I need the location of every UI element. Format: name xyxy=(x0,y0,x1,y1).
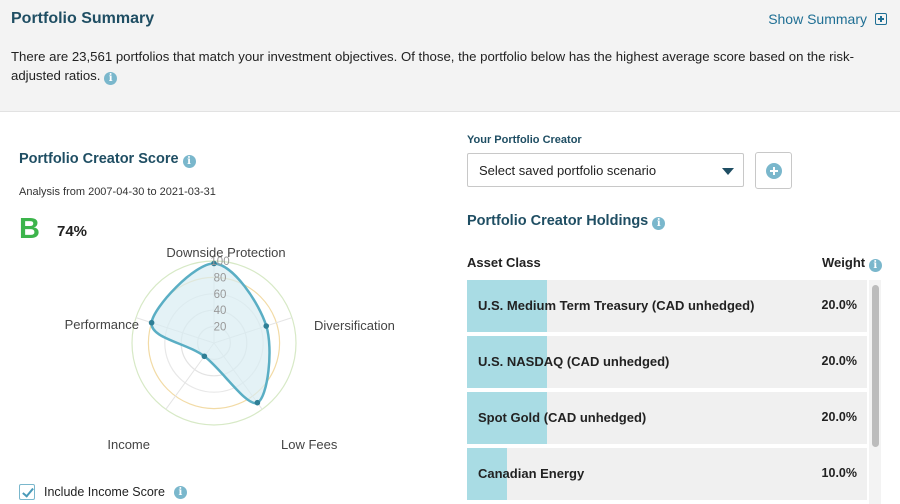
include-income-label: Include Income Score xyxy=(44,485,165,499)
radar-tick-label: 80 xyxy=(214,272,227,284)
weight-bar xyxy=(467,280,547,332)
include-income-option[interactable]: Include Income Score i xyxy=(19,484,187,500)
radar-data-point xyxy=(211,260,217,267)
analysis-period: Analysis from 2007-04-30 to 2021-03-31 xyxy=(19,186,216,198)
holding-weight: 20.0% xyxy=(821,410,857,424)
add-scenario-button[interactable] xyxy=(755,152,792,189)
asset-class-header: Asset Class xyxy=(467,255,541,270)
radar-data-point xyxy=(254,399,261,406)
holding-label: U.S. NASDAQ (CAD unhedged) xyxy=(478,354,670,369)
radar-axis-label: Diversification xyxy=(314,318,395,333)
holding-label: Spot Gold (CAD unhedged) xyxy=(478,410,647,425)
holdings-title-text: Portfolio Creator Holdings xyxy=(467,213,649,229)
radar-axis-label: Downside Protection xyxy=(166,245,285,260)
radar-axis-label: Income xyxy=(107,437,150,452)
score-grade: B xyxy=(19,213,40,245)
holding-label: U.S. Medium Term Treasury (CAD unhedged) xyxy=(478,298,755,313)
holding-weight: 20.0% xyxy=(821,354,857,368)
radar-tick-label: 20 xyxy=(214,322,227,334)
summary-text: There are 23,561 portfolios that match y… xyxy=(11,47,881,85)
holding-row: U.S. Medium Term Treasury (CAD unhedged)… xyxy=(467,280,867,332)
creator-score-title-text: Portfolio Creator Score xyxy=(19,151,179,167)
creator-score-title: Portfolio Creator Score i xyxy=(19,151,196,168)
info-icon[interactable]: i xyxy=(182,155,196,168)
weight-bar xyxy=(467,336,547,388)
portfolio-creator-label: Your Portfolio Creator xyxy=(467,134,582,146)
weight-bar xyxy=(467,448,507,500)
holdings-list: U.S. Medium Term Treasury (CAD unhedged)… xyxy=(467,280,867,504)
radar-axis-label: Performance xyxy=(65,317,139,332)
score-percent: 74% xyxy=(57,223,88,240)
show-summary-button[interactable]: Show Summary xyxy=(768,11,887,27)
radar-axis-label: Low Fees xyxy=(281,437,338,452)
scenario-select-value: Select saved portfolio scenario xyxy=(479,163,657,178)
radar-tick-label: 40 xyxy=(214,305,227,317)
caret-down-icon xyxy=(722,168,734,175)
holdings-title: Portfolio Creator Holdings i xyxy=(467,213,666,230)
info-icon[interactable]: i xyxy=(173,485,187,499)
info-icon[interactable]: i xyxy=(652,217,666,230)
radar-data-point xyxy=(201,353,208,360)
weight-bar xyxy=(467,392,547,444)
holding-row: Spot Gold (CAD unhedged) 20.0% xyxy=(467,392,867,444)
holding-label: Canadian Energy xyxy=(478,466,585,481)
plus-circle-icon xyxy=(766,163,782,179)
holding-weight: 20.0% xyxy=(821,298,857,312)
holding-weight: 10.0% xyxy=(821,466,857,480)
radar-data-point xyxy=(148,319,155,326)
summary-title: Portfolio Summary xyxy=(11,10,155,27)
weight-header-text: Weight xyxy=(822,255,866,270)
holding-row: Canadian Energy 10.0% xyxy=(467,448,867,500)
info-icon[interactable]: i xyxy=(104,72,118,85)
portfolio-summary-panel: Portfolio Summary Show Summary There are… xyxy=(0,0,900,112)
holding-row: U.S. NASDAQ (CAD unhedged) 20.0% xyxy=(467,336,867,388)
plus-box-icon xyxy=(875,13,887,25)
radar-data-point xyxy=(263,323,270,329)
radar-series-area xyxy=(150,262,271,405)
radar-tick-label: 100 xyxy=(210,256,229,268)
info-icon[interactable]: i xyxy=(868,259,882,272)
summary-description: There are 23,561 portfolios that match y… xyxy=(11,49,855,83)
radar-tick-label: 60 xyxy=(214,289,227,301)
scenario-select[interactable]: Select saved portfolio scenario xyxy=(467,153,744,187)
weight-header: Weight i xyxy=(822,255,882,272)
include-income-checkbox[interactable] xyxy=(19,484,35,500)
show-summary-label: Show Summary xyxy=(768,11,867,27)
holdings-scrollbar-thumb[interactable] xyxy=(872,285,879,447)
